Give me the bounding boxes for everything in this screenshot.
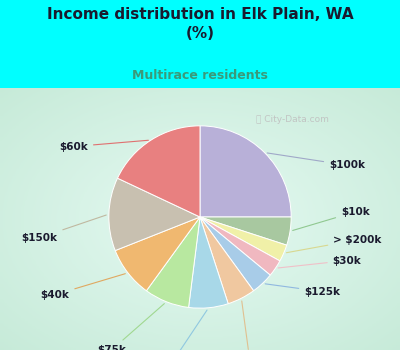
Text: $60k: $60k xyxy=(59,140,148,152)
Wedge shape xyxy=(109,178,200,251)
Wedge shape xyxy=(115,217,200,291)
Text: $10k: $10k xyxy=(293,207,370,230)
Text: $75k: $75k xyxy=(98,303,164,350)
Wedge shape xyxy=(146,217,200,307)
Text: $200k: $200k xyxy=(153,310,207,350)
Text: $30k: $30k xyxy=(278,256,362,268)
Text: $100k: $100k xyxy=(267,153,365,170)
Wedge shape xyxy=(200,126,291,217)
Text: Income distribution in Elk Plain, WA
(%): Income distribution in Elk Plain, WA (%) xyxy=(47,7,353,41)
Text: $125k: $125k xyxy=(265,284,340,296)
Wedge shape xyxy=(188,217,228,308)
Text: Multirace residents: Multirace residents xyxy=(132,69,268,82)
Wedge shape xyxy=(200,217,291,245)
Wedge shape xyxy=(200,217,254,304)
Wedge shape xyxy=(200,217,270,291)
Wedge shape xyxy=(200,217,287,261)
Wedge shape xyxy=(200,217,280,275)
Text: > $200k: > $200k xyxy=(286,235,382,253)
Text: $40k: $40k xyxy=(40,274,125,300)
Text: ⓘ City-Data.com: ⓘ City-Data.com xyxy=(256,114,328,124)
Text: $50k: $50k xyxy=(235,301,264,350)
Wedge shape xyxy=(118,126,200,217)
Text: $150k: $150k xyxy=(22,215,106,243)
